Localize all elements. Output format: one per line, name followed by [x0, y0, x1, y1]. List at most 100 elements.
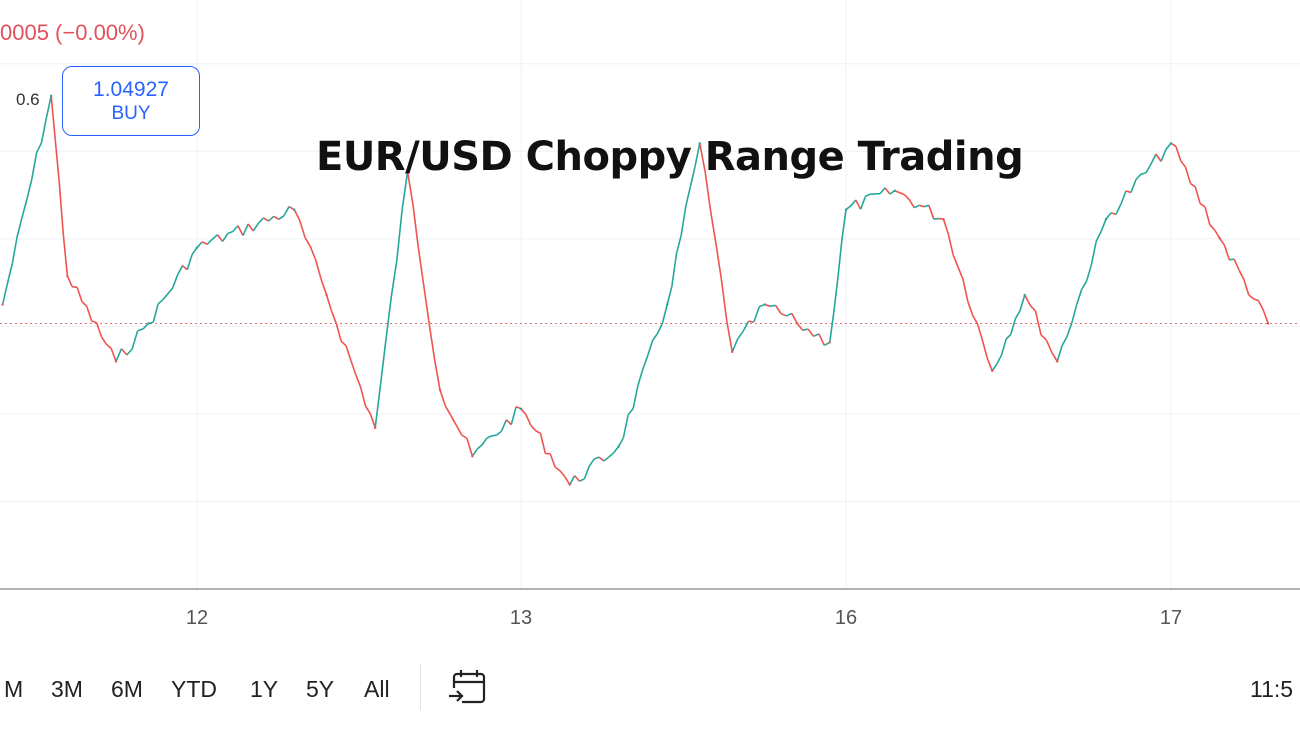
x-tick-label: 12	[185, 607, 209, 629]
price-point	[406, 170, 409, 173]
price-segment	[1115, 203, 1122, 215]
price-segment	[417, 248, 425, 286]
price-segment	[1045, 339, 1053, 353]
price-segment	[1238, 269, 1245, 280]
price-segment	[1005, 333, 1012, 340]
price-segment	[908, 199, 915, 209]
price-segment	[345, 345, 352, 361]
range-button-all[interactable]: All	[364, 676, 390, 702]
price-segment	[952, 254, 959, 268]
price-segment	[1253, 298, 1259, 302]
price-segment	[237, 225, 244, 236]
price-segment	[1056, 345, 1063, 362]
range-button-6m[interactable]: 6M	[111, 676, 143, 702]
price-segment	[1075, 289, 1083, 305]
price-point	[1023, 293, 1026, 297]
price-point	[828, 341, 831, 344]
price-segment	[675, 235, 682, 254]
price-point	[844, 208, 848, 211]
price-segment	[525, 414, 532, 426]
price-segment	[1066, 322, 1073, 337]
price-segment	[981, 340, 989, 359]
price-segment	[1180, 160, 1187, 168]
price-segment	[167, 287, 174, 295]
price-segment	[520, 408, 527, 415]
range-button-m[interactable]: M	[4, 676, 24, 702]
x-tick-label: 13	[509, 607, 533, 629]
price-segment	[11, 236, 18, 264]
price-segment	[181, 265, 188, 271]
price-segment	[642, 355, 649, 370]
calendar-arrow-icon[interactable]	[446, 668, 490, 708]
price-point	[666, 303, 669, 306]
price-segment	[40, 117, 48, 144]
price-segment	[340, 340, 347, 347]
price-segment	[171, 274, 179, 289]
range-button-1y[interactable]: 1Y	[250, 676, 279, 702]
range-button-5y[interactable]: 5Y	[306, 676, 335, 702]
buy-button[interactable]: 1.04927 BUY	[62, 66, 200, 136]
price-point	[731, 350, 734, 354]
price-segment	[603, 456, 610, 462]
price-segment	[242, 223, 249, 236]
price-segment	[1090, 241, 1098, 266]
price-point	[471, 455, 474, 458]
price-segment	[637, 368, 644, 386]
price-segment	[569, 475, 576, 486]
price-segment	[1034, 311, 1042, 336]
price-segment	[564, 476, 571, 486]
price-segment	[962, 279, 969, 302]
price-chart[interactable]	[0, 0, 1300, 648]
price-segment	[859, 195, 867, 210]
price-segment	[884, 187, 891, 195]
price-segment	[1257, 300, 1265, 311]
price-segment	[6, 263, 14, 284]
price-segment	[364, 405, 372, 415]
price-segment	[539, 433, 547, 454]
price-segment	[201, 241, 208, 245]
price-segment	[903, 194, 910, 201]
range-button-ytd[interactable]: YTD	[171, 676, 217, 702]
price-segment	[972, 315, 979, 325]
price-segment	[1125, 190, 1132, 194]
price-point	[114, 360, 118, 363]
price-segment	[320, 279, 328, 296]
price-segment	[157, 298, 164, 305]
price-segment	[720, 279, 728, 322]
price-point	[147, 322, 150, 325]
price-point	[519, 407, 523, 411]
price-segment	[813, 333, 820, 338]
price-segment	[1214, 229, 1221, 239]
price-point	[66, 274, 69, 278]
price-point	[568, 483, 571, 486]
price-segment	[593, 456, 600, 460]
price-segment	[737, 330, 744, 340]
x-tick-label: 16	[834, 607, 858, 629]
price-segment	[283, 206, 290, 217]
price-segment	[967, 301, 974, 316]
x-tick-label: 17	[1159, 607, 1183, 629]
price-segment	[433, 359, 441, 390]
price-segment	[496, 430, 503, 436]
price-segment	[471, 448, 478, 457]
price-point	[293, 208, 296, 211]
price-point	[1104, 217, 1108, 221]
price-point	[763, 303, 766, 306]
price-segment	[680, 205, 687, 236]
price-segment	[726, 321, 734, 353]
range-button-3m[interactable]: 3M	[51, 676, 83, 702]
price-segment	[666, 286, 673, 305]
price-segment	[947, 234, 955, 256]
price-segment	[257, 217, 265, 224]
price-segment	[559, 470, 566, 478]
price-series	[1, 94, 1270, 486]
price-segment	[45, 95, 52, 119]
price-segment	[505, 419, 512, 426]
price-segment	[646, 340, 654, 356]
price-segment	[796, 322, 804, 331]
price-segment	[828, 312, 835, 343]
current-time: 11:5	[1250, 676, 1294, 702]
price-point	[893, 189, 896, 192]
price-segment	[461, 434, 468, 440]
price-segment	[1262, 309, 1269, 324]
